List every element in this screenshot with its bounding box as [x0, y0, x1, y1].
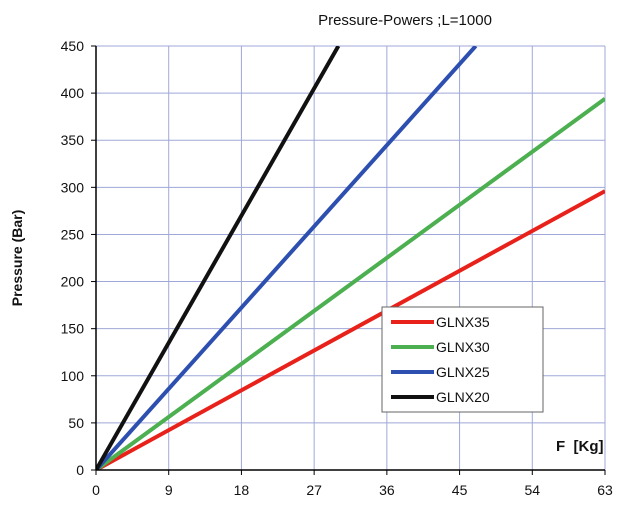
y-tick-label: 250: [61, 226, 85, 242]
legend-box: [381, 306, 544, 413]
series-line-glnx35: [96, 189, 605, 470]
legend: GLNX35 GLNX30 GLNX25 GLNX20: [381, 306, 544, 413]
y-tick-label: 50: [68, 415, 84, 431]
x-tick-label: 54: [524, 482, 540, 498]
x-tick-label: 18: [234, 482, 250, 498]
y-tick-label: 350: [61, 132, 85, 148]
x-tick-label: 63: [597, 482, 613, 498]
series-line-glnx25: [96, 46, 478, 470]
x-tick-label: 45: [452, 482, 468, 498]
series-line-glnx20: [96, 46, 341, 470]
chart-title: Pressure-Powers ;L=1000: [318, 12, 492, 29]
y-tick-label: 400: [61, 85, 85, 101]
legend-label-glnx30: GLNX30: [436, 339, 490, 355]
x-tick-label: 36: [379, 482, 395, 498]
y-tick-label: 150: [61, 321, 85, 337]
y-tick-label: 450: [61, 38, 85, 54]
series-lines: [96, 46, 605, 470]
y-tick-label: 200: [61, 274, 85, 290]
series-line-glnx30: [96, 97, 605, 470]
legend-label-glnx20: GLNX20: [436, 389, 490, 405]
y-tick-label: 300: [61, 179, 85, 195]
y-tick-label: 100: [61, 368, 85, 384]
axes: [95, 46, 605, 471]
x-axis-label: F [Kg]: [556, 438, 603, 455]
x-tick-label: 0: [92, 482, 100, 498]
x-tick-label: 9: [165, 482, 173, 498]
y-tick-label: 0: [76, 462, 84, 478]
x-tick-label: 27: [306, 482, 322, 498]
legend-label-glnx25: GLNX25: [436, 364, 490, 380]
y-axis-label: Pressure (Bar): [9, 210, 25, 307]
tick-labels: 0 9 18 27 36 45 54 63 0 50 100 150 200 250 300 350 400 45…: [61, 38, 613, 498]
legend-label-glnx35: GLNX35: [436, 314, 490, 330]
